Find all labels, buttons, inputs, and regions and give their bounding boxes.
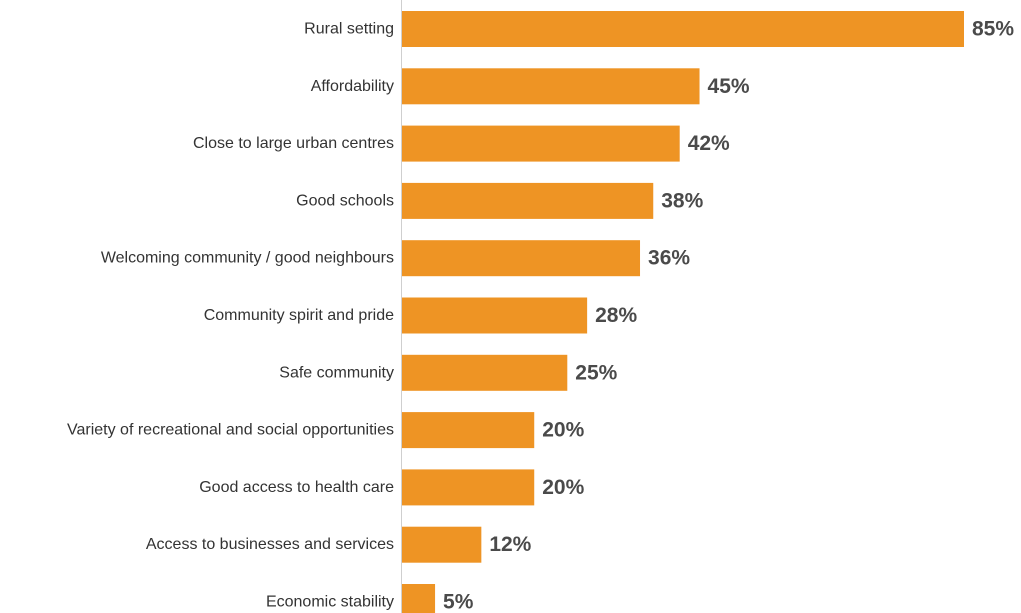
category-label-8: Good access to health care xyxy=(199,479,394,496)
category-label-1: Affordability xyxy=(311,78,394,95)
category-labels-group: Rural setting Affordability Close to large… xyxy=(67,21,394,611)
value-label-9: 12% xyxy=(489,533,531,556)
category-label-9: Access to businesses and services xyxy=(146,536,394,553)
category-label-2: Close to large urban centres xyxy=(193,135,394,152)
value-label-7: 20% xyxy=(542,419,584,442)
category-label-4: Welcoming community / good neighbours xyxy=(101,250,394,267)
bar-7 xyxy=(402,412,535,449)
value-label-1: 45% xyxy=(708,75,750,98)
value-label-4: 36% xyxy=(648,247,690,270)
value-label-10: 5% xyxy=(443,591,474,613)
bar-9 xyxy=(402,526,482,563)
bar-6 xyxy=(402,354,568,391)
bar-3 xyxy=(402,182,654,219)
category-label-10: Economic stability xyxy=(266,594,394,611)
bar-5 xyxy=(402,297,588,334)
value-label-8: 20% xyxy=(542,476,584,499)
category-label-5: Community spirit and pride xyxy=(204,307,394,324)
value-labels-group: 85% 45% 42% 38% 36% 28% 25% 20% 20% 12% 5% xyxy=(443,18,1014,613)
bar-1 xyxy=(402,68,700,105)
bars-group xyxy=(402,11,964,613)
category-label-6: Safe community xyxy=(279,364,394,381)
category-label-0: Rural setting xyxy=(304,21,394,38)
bar-8 xyxy=(402,469,535,506)
bar-2 xyxy=(402,125,680,162)
bar-0 xyxy=(402,11,964,47)
value-label-2: 42% xyxy=(688,132,730,155)
category-label-3: Good schools xyxy=(296,192,394,209)
value-label-0: 85% xyxy=(972,18,1014,41)
bar-10 xyxy=(402,584,436,613)
value-label-3: 38% xyxy=(661,189,703,212)
category-label-7: Variety of recreational and social oppor… xyxy=(67,422,394,439)
bar-4 xyxy=(402,240,641,277)
value-label-5: 28% xyxy=(595,304,637,327)
value-label-6: 25% xyxy=(575,361,617,384)
